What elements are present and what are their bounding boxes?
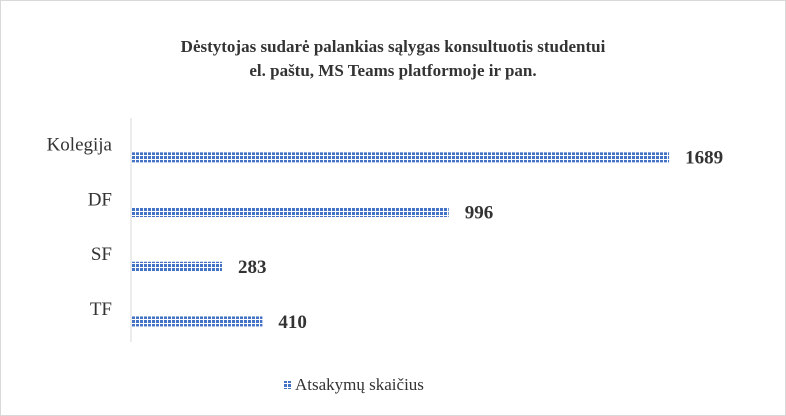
- chart-title: Dėstytojas sudarė palankias sąlygas kons…: [181, 37, 606, 56]
- y-tick-label: SF: [91, 244, 112, 265]
- chart-title: el. paštu, MS Teams platformoje ir pan.: [249, 61, 536, 80]
- bar: [132, 207, 449, 218]
- y-tick-label: Kolegija: [47, 135, 113, 156]
- y-tick-label: DF: [88, 189, 112, 210]
- legend-label: Atsakymų skaičius: [295, 375, 424, 394]
- data-label: 410: [278, 312, 307, 333]
- data-label: 1689: [685, 148, 723, 169]
- bar: [132, 152, 670, 163]
- legend-swatch: [284, 381, 292, 389]
- y-tick-label: TF: [90, 299, 112, 320]
- data-label: 996: [465, 202, 494, 223]
- data-label: 283: [238, 257, 267, 278]
- bar: [132, 261, 222, 272]
- bar: [132, 316, 263, 327]
